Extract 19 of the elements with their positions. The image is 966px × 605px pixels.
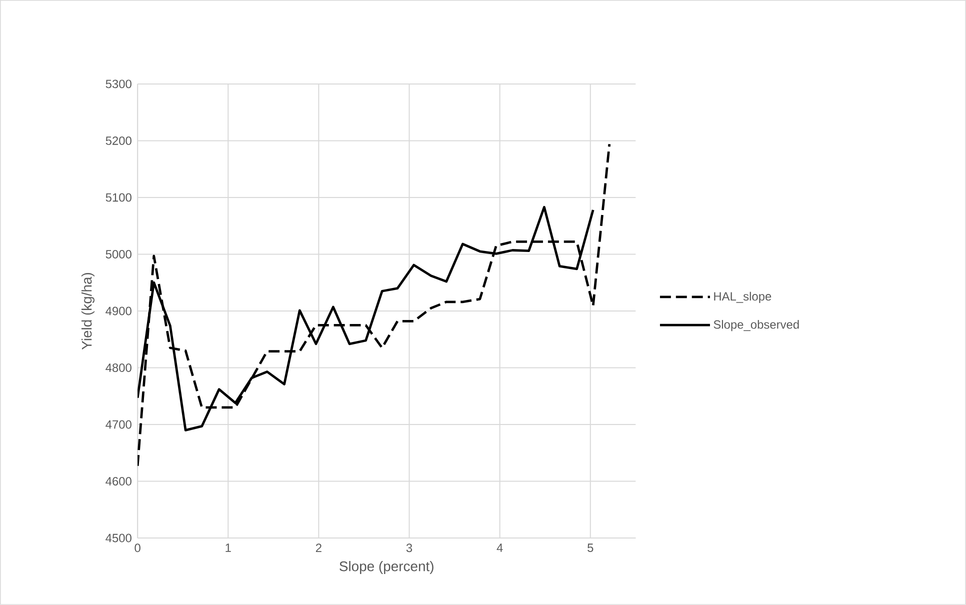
y-tick-label: 5200 bbox=[106, 136, 132, 145]
x-axis-title: Slope (percent) bbox=[340, 561, 434, 574]
y-axis-title: Yield (kg/ha) bbox=[81, 273, 94, 350]
y-tick-label: 4700 bbox=[106, 420, 132, 429]
x-tick-label: 5 bbox=[588, 544, 594, 552]
y-tick-label: 4900 bbox=[106, 306, 132, 316]
x-tick-label: 4 bbox=[496, 544, 503, 552]
x-tick-label: 1 bbox=[226, 544, 231, 552]
y-tick-label: 5100 bbox=[106, 193, 132, 202]
y-tick-label: 4800 bbox=[106, 364, 132, 372]
legend-label: Slope_observed bbox=[714, 320, 799, 332]
legend-label: HAL_slope bbox=[714, 292, 772, 304]
x-tick-label: 3 bbox=[406, 544, 412, 552]
y-tick-label: 5300 bbox=[106, 80, 132, 88]
x-tick-label: 0 bbox=[134, 544, 140, 552]
y-tick-label: 5000 bbox=[106, 250, 132, 258]
y-tick-label: 4500 bbox=[106, 534, 132, 542]
y-tick-label: 4600 bbox=[106, 477, 132, 486]
x-tick-label: 2 bbox=[316, 544, 322, 552]
